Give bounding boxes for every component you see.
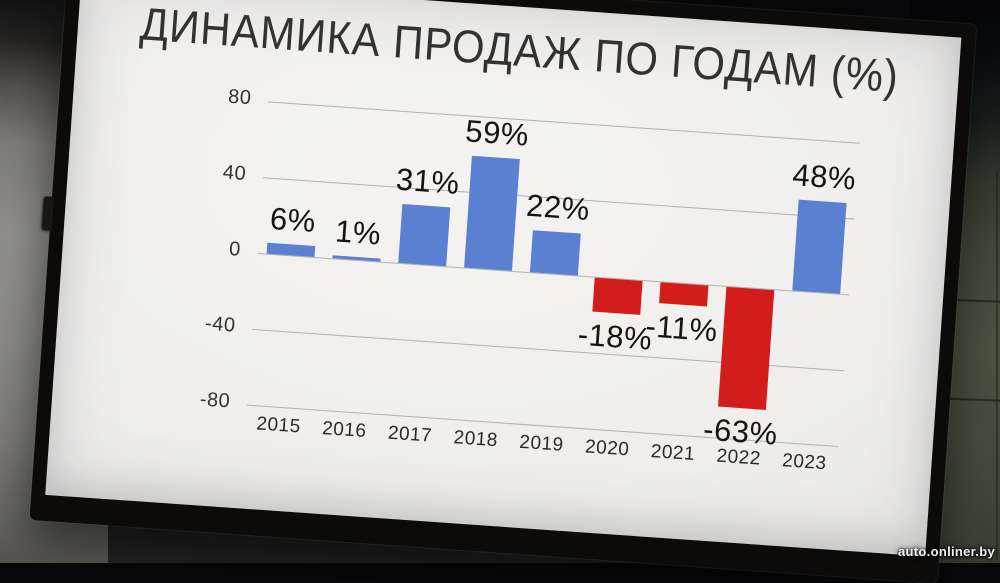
y-tick-label: 40 <box>222 161 247 186</box>
wall-seam <box>996 170 998 560</box>
gridline-80 <box>268 101 860 144</box>
watermark: auto.onliner.by <box>898 544 995 559</box>
y-tick-label: -80 <box>199 388 231 413</box>
y-tick-label: 0 <box>228 238 242 261</box>
x-tick-label-2023: 2023 <box>781 450 828 475</box>
bar-2021 <box>659 282 709 307</box>
bar-2017 <box>397 204 450 267</box>
tv-frame: ДИНАМИКА ПРОДАЖ ПО ГОДАМ (%) 80 40 0 -40 -80… <box>29 0 977 583</box>
bar-value-label: 48% <box>791 157 858 197</box>
y-tick-label: -40 <box>204 312 237 337</box>
bar-2019 <box>529 230 581 276</box>
y-tick-label: 80 <box>227 85 253 110</box>
bar-2023 <box>792 199 847 294</box>
bar-2022 <box>718 286 775 410</box>
plot-area: 80 40 0 -40 -80 6% 2015 1% 2016 31% 2017 59% 2018 22%… <box>45 0 961 556</box>
tv-side-button <box>41 196 55 231</box>
tv-screen: ДИНАМИКА ПРОДАЖ ПО ГОДАМ (%) 80 40 0 -40 -80… <box>45 0 962 557</box>
bar-value-label: 59% <box>464 113 531 153</box>
